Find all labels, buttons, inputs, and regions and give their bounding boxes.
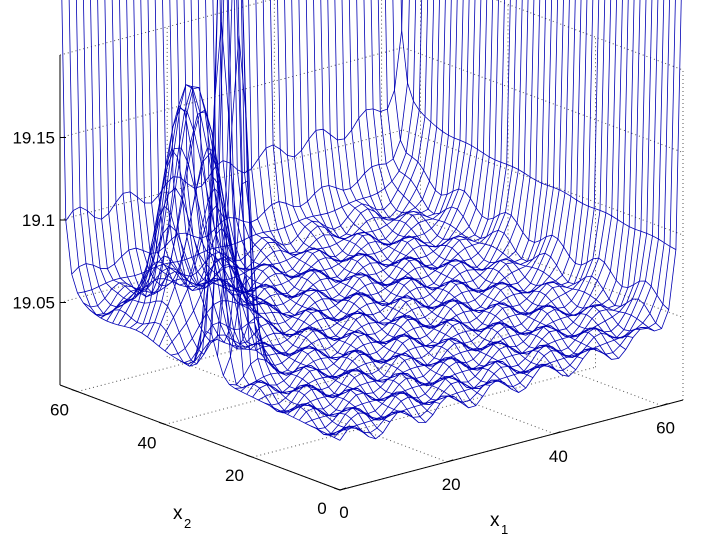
mesh-line-x2 (71, 0, 410, 275)
mesh-line-x1 (356, 0, 634, 339)
x1-tick (447, 459, 454, 463)
mesh-line-x2 (88, 0, 429, 316)
x2-axis-line (59, 384, 341, 491)
x2-tick-label: 0 (317, 499, 326, 518)
mesh-line-x1 (377, 0, 655, 332)
z-tick-label: 19.1 (22, 211, 55, 230)
floor-grid-x1 (167, 356, 448, 463)
x2-axis-label: x (173, 503, 183, 524)
mesh-line-x1 (334, 0, 612, 360)
x2-axis-label-sub: 2 (184, 516, 191, 531)
x1-tick (554, 431, 561, 435)
z-tick-label: 19.15 (12, 129, 55, 148)
mesh-line-x2 (94, 0, 435, 317)
x1-axis-label: x (490, 510, 500, 531)
mesh-line-x2 (281, 0, 623, 412)
mesh-line-x1 (370, 0, 648, 332)
mesh-line-x2 (258, 0, 600, 401)
x1-tick (661, 403, 668, 407)
mesh-line-x2 (65, 0, 403, 222)
axes (59, 55, 684, 491)
mesh-line-x2 (106, 0, 446, 322)
x1-tick (339, 487, 347, 491)
x2-tick-label: 60 (50, 401, 69, 420)
x2-tick (333, 487, 341, 491)
x2-tick (71, 389, 78, 393)
mesh-line-x2 (77, 0, 417, 294)
x1-tick-label: 20 (442, 475, 461, 494)
mesh-line-x1 (392, 0, 669, 310)
mesh-line-x2 (304, 0, 647, 424)
x1-tick-label: 0 (339, 503, 348, 522)
mesh-line-x1 (400, 0, 677, 250)
x2-tick-label: 20 (225, 466, 244, 485)
x1-tick-label: 40 (549, 447, 568, 466)
axis-labels: x 1x 2 (173, 503, 508, 537)
x2-tick (158, 421, 166, 425)
z-tick-label: 19.05 (12, 294, 55, 313)
tick-labels: 00 20 20 40 40 60 60 19.05 19.1 19.15 (12, 129, 675, 523)
floor-grid-x2 (252, 366, 596, 458)
surface-mesh (61, 0, 682, 441)
mesh-line-x2 (100, 0, 440, 319)
x1-tick-label: 60 (656, 419, 675, 438)
x1-axis-label-sub: 1 (501, 522, 508, 537)
mesh-line-x2 (287, 0, 629, 415)
x1-axis-line (339, 399, 684, 491)
x2-tick (246, 454, 253, 458)
x2-tick-label: 40 (138, 433, 157, 452)
mesh-line-x2 (83, 0, 423, 308)
mesh-line-x1 (385, 0, 662, 329)
